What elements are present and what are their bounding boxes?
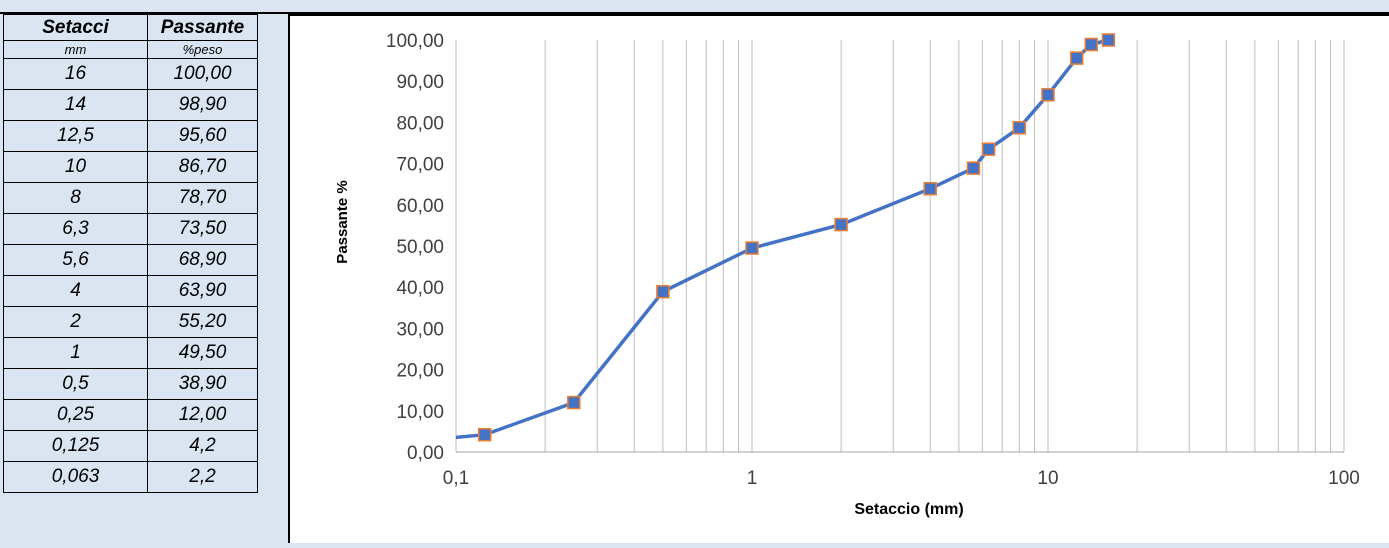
cell-sieve[interactable]: 6,3 (3, 213, 148, 245)
data-point (1101, 33, 1116, 47)
cell-passing[interactable]: 95,60 (147, 120, 258, 152)
unit-mm[interactable]: mm (3, 40, 148, 59)
y-tick-label: 60,00 (396, 196, 444, 217)
table-row: 2 55,20 (3, 306, 258, 338)
cell-sieve[interactable]: 0,063 (3, 461, 148, 493)
cell-passing[interactable]: 55,20 (147, 306, 258, 338)
cell-passing[interactable]: 98,90 (147, 89, 258, 121)
cell-sieve[interactable]: 5,6 (3, 244, 148, 276)
cell-passing[interactable]: 38,90 (147, 368, 258, 400)
cell-sieve[interactable]: 2 (3, 306, 148, 338)
data-point (923, 181, 937, 196)
x-tick-label: 100 (1328, 468, 1360, 489)
header-passante[interactable]: Passante (147, 14, 258, 41)
cell-sieve[interactable]: 10 (3, 151, 148, 183)
data-point (567, 395, 581, 410)
data-point (834, 217, 848, 232)
data-point (477, 427, 492, 442)
y-tick-label: 90,00 (396, 72, 444, 93)
cell-sieve[interactable]: 12,5 (3, 120, 148, 152)
cell-passing[interactable]: 78,70 (147, 182, 258, 214)
table-row: 0,5 38,90 (3, 368, 258, 400)
cell-sieve[interactable]: 14 (3, 89, 148, 121)
cell-sieve[interactable]: 1 (3, 337, 148, 369)
y-tick-label: 70,00 (396, 155, 444, 176)
data-point (966, 161, 981, 175)
y-tick-label: 10,00 (396, 402, 444, 423)
chart-area[interactable]: 0,00 10,00 20,00 30,00 40,00 50,00 60,00 70,00 8… (288, 14, 1389, 543)
data-point (745, 241, 759, 255)
cell-sieve[interactable]: 4 (3, 275, 148, 307)
cell-passing[interactable]: 2,2 (147, 461, 258, 493)
grading-chart: 0,00 10,00 20,00 30,00 40,00 50,00 60,00 70,00 8… (334, 31, 1360, 518)
x-tick-label: 0,1 (443, 468, 469, 489)
sieve-table: Setacci Passante mm %peso 16 100,00 14 98,9… (3, 14, 258, 493)
table-row: 12,5 95,60 (3, 120, 258, 152)
header-setacci[interactable]: Setacci (3, 14, 148, 41)
y-tick-label: 0,00 (407, 443, 444, 464)
y-tick-label: 80,00 (396, 113, 444, 134)
data-point (1012, 121, 1027, 135)
y-tick-label: 100,00 (386, 31, 444, 52)
table-row: 6,3 73,50 (3, 213, 258, 245)
cell-sieve[interactable]: 8 (3, 182, 148, 214)
y-axis-title: Passante % (334, 180, 351, 263)
data-point (1041, 88, 1055, 102)
table-row: 1 49,50 (3, 337, 258, 369)
cell-passing[interactable]: 63,90 (147, 275, 258, 307)
data-point (1069, 51, 1084, 65)
y-tick-label: 30,00 (396, 319, 444, 340)
cell-sieve[interactable]: 16 (3, 58, 148, 90)
table-row: 4 63,90 (3, 275, 258, 307)
cell-passing[interactable]: 4,2 (147, 430, 258, 462)
table-row: 5,6 68,90 (3, 244, 258, 276)
table-row: 8 78,70 (3, 182, 258, 214)
x-tick-label: 1 (747, 468, 758, 489)
y-tick-label: 20,00 (396, 361, 444, 382)
table-row: 16 100,00 (3, 58, 258, 90)
top-band (0, 0, 1389, 14)
table-row: 10 86,70 (3, 151, 258, 183)
table-row: 14 98,90 (3, 89, 258, 121)
cell-passing[interactable]: 100,00 (147, 58, 258, 90)
x-axis-title: Setaccio (mm) (854, 501, 963, 518)
x-tick-label: 10 (1037, 468, 1058, 489)
unit-peso[interactable]: %peso (147, 40, 258, 59)
table-row: 0,25 12,00 (3, 399, 258, 431)
cell-sieve[interactable]: 0,5 (3, 368, 148, 400)
cell-sieve[interactable]: 0,25 (3, 399, 148, 431)
cell-passing[interactable]: 49,50 (147, 337, 258, 369)
table-row: 0,125 4,2 (3, 430, 258, 462)
data-point (1084, 37, 1099, 52)
y-tick-label: 50,00 (396, 237, 444, 258)
data-point (656, 284, 670, 299)
cell-sieve[interactable]: 0,125 (3, 430, 148, 462)
table-row: 0,063 2,2 (3, 461, 258, 493)
cell-passing[interactable]: 68,90 (147, 244, 258, 276)
y-tick-label: 40,00 (396, 278, 444, 299)
cell-passing[interactable]: 12,00 (147, 399, 258, 431)
cell-passing[interactable]: 73,50 (147, 213, 258, 245)
cell-passing[interactable]: 86,70 (147, 151, 258, 183)
data-point (981, 142, 996, 156)
